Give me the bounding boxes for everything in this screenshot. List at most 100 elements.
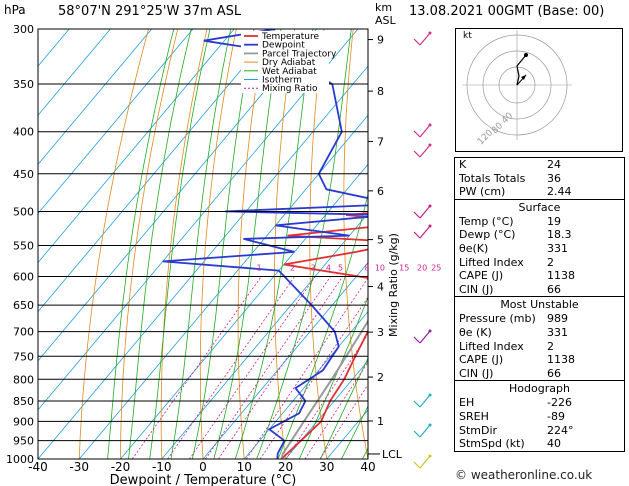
surface-row: Temp (°C) 19 <box>459 214 561 228</box>
mixing-ratio-label: 25 <box>431 264 441 273</box>
surface-row: θe(K) 331 <box>459 241 568 255</box>
pressure-tick-label: 300 <box>13 23 34 36</box>
wet-adiabat-line <box>319 357 368 459</box>
plot-area <box>38 4 450 476</box>
index-row: K 24 <box>459 158 561 171</box>
wind-barb <box>413 430 421 438</box>
legend-label: Mixing Ratio <box>262 84 318 94</box>
dry-adiabat-line <box>440 4 450 476</box>
wind-barb-dot <box>428 204 432 208</box>
legend-label: Parcel Trajectory <box>262 49 337 59</box>
mu-row: CIN (J) 66 <box>459 366 561 380</box>
asl-label: ASL <box>375 14 396 27</box>
mixing-ratio-label: 5 <box>338 264 343 273</box>
storm-motion-arrowhead <box>521 75 526 80</box>
wind-barb <box>413 211 421 219</box>
wind-barb <box>419 144 431 158</box>
km-tick-label: 4 <box>377 281 384 294</box>
km-tick-label: 1 <box>377 415 384 428</box>
x-tick-label: 40 <box>360 460 375 474</box>
km-tick-label: 2 <box>377 371 384 384</box>
mixing-ratio-label: 15 <box>399 264 409 273</box>
pressure-tick-label: 800 <box>13 373 34 386</box>
series-parcel-trajectory <box>280 319 368 459</box>
isotherm-line <box>161 212 368 459</box>
wet-adiabat-line <box>191 29 255 459</box>
hodograph-title: Hodograph <box>509 382 570 396</box>
x-tick-label: -20 <box>111 460 131 474</box>
wind-barb <box>419 394 431 408</box>
copyright-footer: © weatheronline.co.uk <box>455 468 593 482</box>
km-tick-label: 8 <box>377 85 384 98</box>
mu-row: θe (K) 331 <box>459 325 568 339</box>
most-unstable-title: Most Unstable <box>500 298 579 312</box>
wind-barb-dot <box>428 123 432 127</box>
hodograph-block: Hodograph EH -226 SREH -89 StmDir 224° StmS… <box>455 380 624 450</box>
legend-label: Temperature <box>261 32 319 42</box>
wind-barb <box>419 455 431 469</box>
mixing-ratio-line <box>246 277 368 459</box>
km-tick-label: 6 <box>377 185 384 198</box>
mixing-ratio-label: 8 <box>364 264 369 273</box>
isotherm-line <box>120 163 368 459</box>
pressure-tick-label: 600 <box>13 271 34 284</box>
isotherm-line <box>38 29 70 67</box>
isotherm-line <box>38 29 194 215</box>
hodo-row: StmDir 224° <box>459 423 574 437</box>
wind-barb <box>413 150 421 158</box>
mu-row: Pressure (mb) 989 <box>459 312 568 326</box>
km-tick-label: 9 <box>377 34 384 47</box>
pressure-tick-label: 400 <box>13 126 34 139</box>
isotherm-line <box>38 29 276 313</box>
hodograph-trace <box>516 54 527 86</box>
dry-adiabat-line <box>409 4 450 476</box>
mixing-ratio-label: 3 <box>311 264 316 273</box>
index-row: Totals Totals 36 <box>459 171 561 185</box>
isotherm-line <box>38 29 111 116</box>
pressure-tick-label: 850 <box>13 395 34 408</box>
pressure-tick-label: 450 <box>13 168 34 181</box>
wind-barb <box>413 130 421 138</box>
mixing-ratio-label: 4 <box>326 264 331 273</box>
mixing-ratio-line <box>285 333 368 459</box>
hpa-label: hPa <box>4 3 26 17</box>
pressure-tick-label: 500 <box>13 205 34 218</box>
mixing-ratio-label: 10 <box>375 264 385 273</box>
isotherm-line <box>285 360 368 459</box>
mixing-ratio-line <box>167 276 295 459</box>
pressure-tick-label: 550 <box>13 239 34 252</box>
wind-barb-dot <box>428 423 432 427</box>
dry-adiabat-line <box>120 29 179 459</box>
pressure-tick-label: 350 <box>13 78 34 91</box>
indices-table: K 24 Totals Totals 36 PW (cm) 2.44 Surface … <box>454 157 625 452</box>
x-tick-label: 0 <box>199 460 207 474</box>
dry-adiabat-line <box>274 29 296 459</box>
wind-barb-dot <box>428 143 432 147</box>
series-temperature <box>280 212 368 459</box>
dry-adiabat-line <box>343 29 368 459</box>
most-unstable-block: Most Unstable Pressure (mb) 989 θe (K) 331… <box>455 296 624 380</box>
mixing-ratio-line <box>304 361 368 459</box>
pressure-tick-label: 700 <box>13 326 34 339</box>
wind-barb-dot <box>428 224 432 228</box>
surface-block: Surface Temp (°C) 19 Dewp (°C) 18.3 θe(K) 3… <box>455 198 624 297</box>
datetime-title: 13.08.2021 00GMT (Base: 00) <box>409 4 605 19</box>
legend-label: Dewpoint <box>262 41 305 51</box>
wet-adiabat-line <box>213 29 282 459</box>
wind-barb <box>413 231 421 239</box>
wet-adiabat-line <box>256 29 352 459</box>
wind-barb <box>413 400 421 408</box>
wet-adiabat-line <box>107 29 175 459</box>
mixing-ratio-line <box>319 383 368 459</box>
dry-adiabat-line <box>237 29 266 459</box>
surface-row: CAPE (J) 1138 <box>459 269 575 283</box>
index-row: PW (cm) 2.44 <box>459 185 572 199</box>
isotherm-line <box>202 261 368 459</box>
hodo-row: SREH -89 <box>459 409 565 423</box>
mu-row: CAPE (J) 1138 <box>459 353 575 367</box>
wind-barb <box>413 461 421 469</box>
x-tick-label: 10 <box>237 460 252 474</box>
mu-row: Lifted Index 2 <box>459 339 554 353</box>
